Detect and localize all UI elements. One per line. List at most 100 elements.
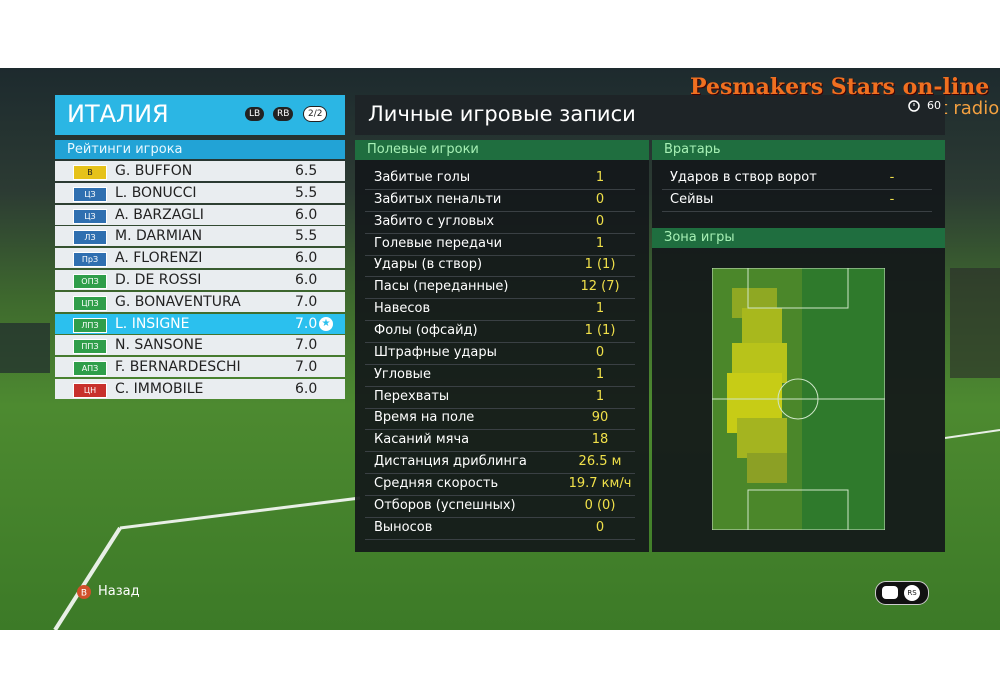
stat-label: Штрафные удары: [374, 344, 497, 360]
position-badge: ОПЗ: [73, 274, 107, 289]
stat-row: Касаний мяча 18: [365, 429, 635, 453]
player-rating: 5.5: [295, 228, 318, 245]
player-name: F. BERNARDESCHI: [115, 359, 241, 376]
stat-label: Перехваты: [374, 388, 450, 404]
lb-button[interactable]: LB: [245, 107, 265, 121]
stat-row: Забитые голы 1: [365, 167, 635, 190]
player-name: G. BONAVENTURA: [115, 293, 241, 310]
position-badge: В: [73, 165, 107, 180]
player-name: C. IMMOBILE: [115, 381, 204, 397]
bottom-right-controls[interactable]: RS: [875, 581, 929, 605]
stat-label: Пасы (переданные): [374, 279, 509, 295]
stat-label: Средняя скорость: [374, 475, 499, 491]
back-button-letter: B: [81, 589, 87, 599]
player-row[interactable]: ЛЗ M. DARMIAN 5.5: [55, 226, 345, 247]
gk-header: Вратарь: [652, 140, 945, 160]
heatmap: [712, 268, 885, 530]
stat-row: Забитых пенальти 0: [365, 189, 635, 212]
stat-label: Забито с угловых: [374, 213, 495, 229]
position-badge: ЦЗ: [73, 208, 107, 224]
player-rating: 7.0: [295, 337, 318, 354]
position-badge: ППЗ: [73, 339, 107, 355]
player-rating: 6.0: [295, 206, 318, 223]
player-row[interactable]: ОПЗ D. DE ROSSI 6.0: [55, 270, 345, 290]
stat-value: 0: [595, 213, 605, 229]
star-icon: ★: [319, 316, 333, 331]
stat-label: Выносов: [374, 519, 433, 535]
gk-row: Сейвы -: [662, 189, 932, 212]
player-row[interactable]: В G. BUFFON 6.5: [55, 161, 345, 181]
gk-label: Сейвы: [670, 192, 714, 207]
stat-row: Перехваты 1: [365, 386, 635, 409]
stats-title: Личные игровые записи: [368, 102, 636, 126]
stat-row: Выносов 0: [365, 517, 635, 540]
player-row[interactable]: ЦН C. IMMOBILE 6.0: [55, 379, 345, 399]
player-row[interactable]: АПЗ F. BERNARDESCHI 7.0: [55, 357, 345, 378]
rs-icon: RS: [904, 585, 920, 601]
back-label[interactable]: Назад: [98, 584, 140, 599]
gk-value: -: [889, 192, 895, 207]
player-name: N. SANSONE: [115, 337, 203, 354]
stat-value: 1: [595, 388, 605, 404]
player-rating: 5.5: [295, 184, 318, 201]
stat-value: 0: [595, 344, 605, 360]
gk-panel: Вратарь Ударов в створ ворот - Сейвы - Зона…: [652, 140, 945, 552]
player-row[interactable]: ЦЗ A. BARZAGLI 6.0: [55, 204, 345, 225]
stat-label: Дистанция дриблинга: [374, 454, 527, 470]
field-stats-panel: Полевые игроки Забитые голы 1 Забитых пена…: [355, 140, 649, 552]
player-row[interactable]: ЦЗ L. BONUCCI 5.5: [55, 182, 345, 203]
stat-row: Угловые 1: [365, 364, 635, 387]
stat-row: Фолы (офсайд) 1 (1): [365, 320, 635, 343]
player-row[interactable]: ППЗ N. SANSONE 7.0: [55, 335, 345, 356]
stat-row: Дистанция дриблинга 26.5 м: [365, 451, 635, 475]
stat-row: Забито с угловых 0: [365, 211, 635, 234]
position-badge: ЦПЗ: [73, 295, 107, 311]
player-row[interactable]: ПрЗ A. FLORENZI 6.0: [55, 248, 345, 269]
stat-row: Отборов (успешных) 0 (0): [365, 495, 635, 518]
stat-label: Забитых пенальти: [374, 191, 502, 207]
gk-row: Ударов в створ ворот -: [662, 167, 932, 190]
zone-header: Зона игры: [652, 228, 945, 248]
gk-value: -: [889, 170, 895, 185]
stat-value: 1 (1): [584, 257, 616, 273]
player-name: G. BUFFON: [115, 163, 193, 179]
position-badge: ЛПЗ: [73, 317, 107, 333]
gk-label: Ударов в створ ворот: [670, 170, 817, 185]
stat-label: Удары (в створ): [374, 257, 483, 273]
player-name: A. BARZAGLI: [115, 206, 204, 223]
field-header: Полевые игроки: [355, 140, 649, 160]
page-indicator: 2/2: [303, 106, 328, 122]
player-name: L. INSIGNE: [115, 315, 190, 332]
stat-value: 1: [595, 366, 605, 382]
position-badge: ЦН: [73, 383, 107, 398]
timer: 60: [927, 99, 941, 112]
stat-label: Навесов: [374, 301, 431, 317]
stat-value: 19.7 км/ч: [568, 475, 632, 491]
stat-row: Удары (в створ) 1 (1): [365, 254, 635, 278]
player-name: D. DE ROSSI: [115, 272, 202, 288]
stat-row: Время на поле 90: [365, 407, 635, 431]
pitch-lines: [0, 268, 1000, 630]
player-name: L. BONUCCI: [115, 184, 197, 201]
chat-icon: [882, 586, 898, 599]
player-row[interactable]: ЛПЗ L. INSIGNE 7.0 ★: [55, 313, 345, 334]
stat-value: 1 (1): [584, 322, 616, 338]
stat-value: 12 (7): [580, 279, 620, 295]
stat-label: Время на поле: [374, 410, 475, 426]
position-badge: ЛЗ: [73, 230, 107, 246]
ratings-header: Рейтинги игрока: [55, 140, 345, 159]
rb-button[interactable]: RB: [273, 107, 294, 121]
back-button-icon[interactable]: B: [76, 584, 92, 600]
player-rating: 7.0: [295, 293, 318, 310]
player-row[interactable]: ЦПЗ G. BONAVENTURA 7.0: [55, 291, 345, 312]
stat-value: 26.5 м: [578, 454, 622, 470]
stat-label: Касаний мяча: [374, 432, 470, 448]
player-rating: 6.5: [295, 163, 318, 179]
game-area: Pesmakers Stars on-line http://Ekbkost.1…: [0, 68, 1000, 630]
player-name: M. DARMIAN: [115, 228, 203, 245]
clock-icon: [908, 100, 920, 112]
stat-row: Голевые передачи 1: [365, 233, 635, 256]
stat-label: Отборов (успешных): [374, 497, 516, 513]
stats-header: Личные игровые записи 60: [355, 95, 945, 135]
